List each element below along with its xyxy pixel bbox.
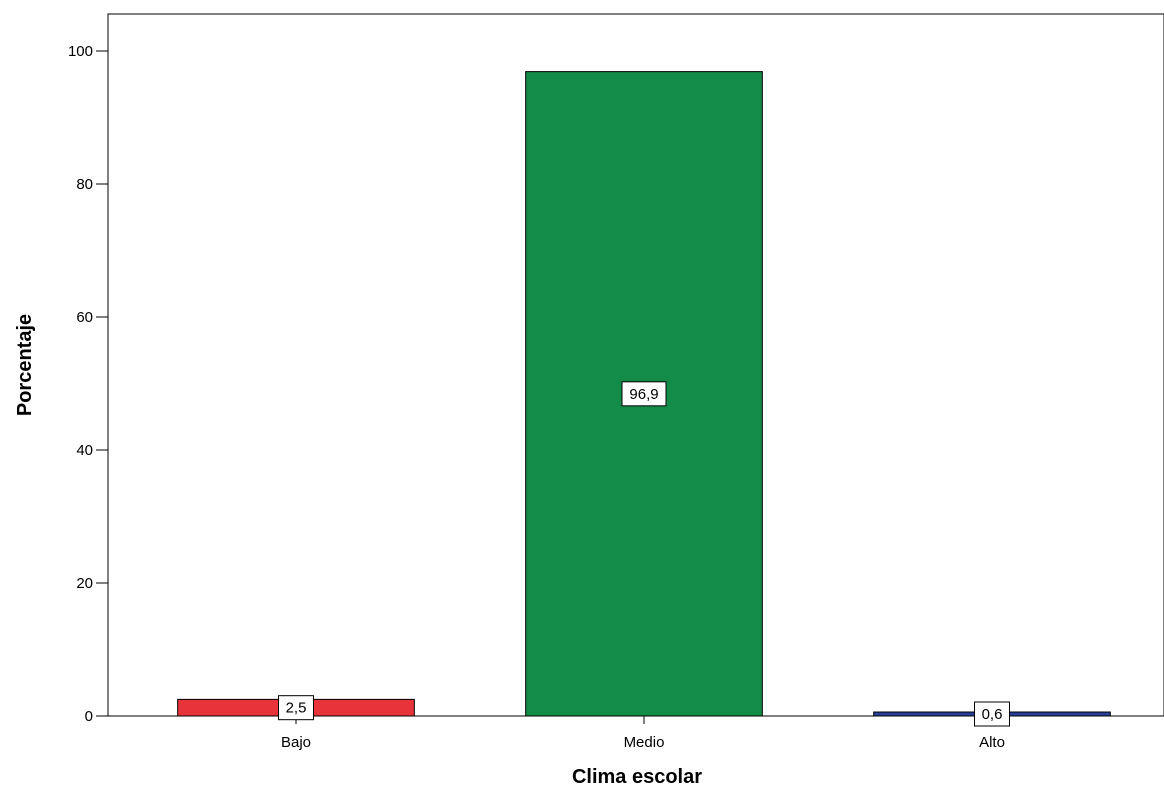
y-axis-title: Porcentaje [14,314,36,416]
data-label-box [278,695,314,721]
y-tick-label: 60 [76,309,93,326]
x-tick-label: Medio [624,734,665,751]
x-axis-title: Clima escolar [572,766,702,788]
data-labels: 2,5 96,9 0,6 [278,381,1010,727]
x-tick-label: Alto [979,734,1005,751]
y-tick-label: 40 [76,442,93,459]
data-label-box [974,701,1010,727]
x-tick-label: Bajo [281,734,311,751]
data-label-box [621,381,667,407]
y-tick-label: 20 [76,575,93,592]
y-tick-label: 100 [68,43,93,60]
data-label: 2,5 [286,700,307,717]
y-tick-label: 0 [85,708,93,725]
y-axis: 0 20 40 60 80 100 [68,43,108,725]
y-tick-label: 80 [76,176,93,193]
data-label: 96,9 [629,386,658,403]
data-label: 0,6 [982,706,1003,723]
